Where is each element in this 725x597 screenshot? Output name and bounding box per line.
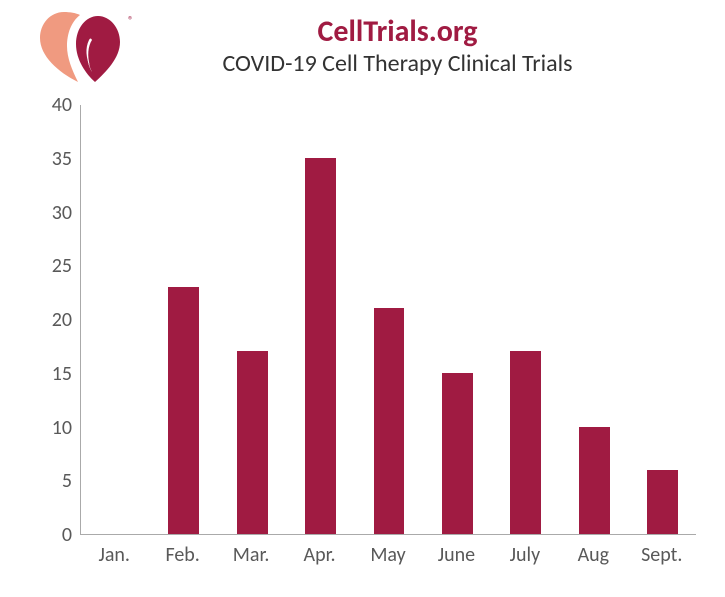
x-tick-label: Feb. [165,543,199,567]
bar [442,373,473,534]
plot-area [80,105,696,535]
bar-chart: 0510152025303540Jan.Feb.Mar.Apr.MayJuneJ… [24,105,704,535]
bar [579,427,610,535]
logo: ® [40,10,126,84]
y-tick-label: 15 [32,362,72,386]
y-tick-label: 40 [32,93,72,117]
y-tick-label: 20 [32,308,72,332]
bar [510,351,541,534]
bar [305,158,336,534]
x-tick-label: Mar. [233,543,270,567]
bar [237,351,268,534]
x-tick-label: Aug [578,543,610,567]
page-subtitle: COVID-19 Cell Therapy Clinical Trials [110,50,685,79]
x-tick-label: Jan. [98,543,130,567]
bar [647,470,678,535]
x-tick-label: Apr. [304,543,336,567]
y-tick-label: 30 [32,201,72,225]
trademark-icon: ® [128,14,134,27]
header: ® CellTrials.org COVID-19 Cell Therapy C… [0,0,725,88]
x-tick-label: July [510,543,541,567]
x-tick-label: June [438,543,475,567]
heart-logo-icon [40,10,126,84]
y-tick-label: 10 [32,416,72,440]
y-tick-label: 0 [32,523,72,547]
y-tick-label: 35 [32,147,72,171]
logo-right-lobe [76,16,120,82]
chart-frame: ® CellTrials.org COVID-19 Cell Therapy C… [0,0,725,597]
y-tick-label: 5 [32,469,72,493]
logo-left-lobe [40,12,80,82]
bar [168,287,199,534]
page-title: CellTrials.org [110,15,685,48]
title-block: CellTrials.org COVID-19 Cell Therapy Cli… [110,15,685,79]
x-tick-label: May [370,543,405,567]
bar [374,308,405,534]
y-tick-label: 25 [32,254,72,278]
x-tick-label: Sept. [641,543,682,567]
